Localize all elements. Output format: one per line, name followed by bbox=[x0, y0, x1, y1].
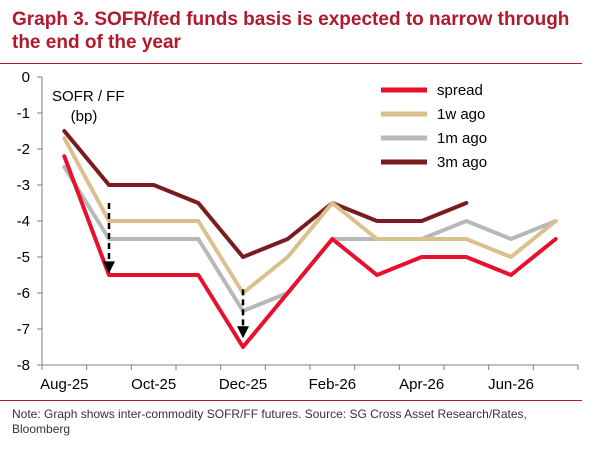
series-lines bbox=[62, 129, 558, 349]
y-tick-label: -6 bbox=[17, 285, 30, 302]
source-note: Note: Graph shows inter-commodity SOFR/F… bbox=[12, 407, 592, 437]
y-tick-label: -3 bbox=[17, 177, 30, 194]
sofr-ff-line-chart: 0 -1 -2 -3 -4 -5 -6 -7 -8 Aug-25 Oct-25 Dec-25 Feb-2… bbox=[17, 69, 579, 393]
x-tick-label: Apr-26 bbox=[399, 376, 444, 393]
y-axis-label: SOFR / FF (bp) bbox=[52, 88, 125, 125]
y-axis-label-line-1: SOFR / FF bbox=[52, 88, 125, 105]
series-line-spread bbox=[62, 154, 558, 349]
y-tick-label: -2 bbox=[17, 141, 30, 158]
footer-divider bbox=[0, 400, 582, 401]
x-tick-label: Jun-26 bbox=[488, 376, 534, 393]
chart-title: Graph 3. SOFR/fed funds basis is expecte… bbox=[12, 8, 602, 54]
source-note-line-1: Note: Graph shows inter-commodity SOFR/F… bbox=[12, 407, 527, 421]
y-tick-label: -1 bbox=[17, 105, 30, 122]
legend-label: 1m ago bbox=[437, 130, 487, 147]
legend-label: 3m ago bbox=[437, 154, 487, 171]
title-divider bbox=[0, 63, 582, 64]
series-line-3m-ago bbox=[62, 129, 469, 259]
chart-title-line-1: Graph 3. SOFR/fed funds basis is expecte… bbox=[12, 9, 570, 30]
series-line-1m-ago bbox=[62, 165, 558, 313]
x-tick-label: Oct-25 bbox=[131, 376, 176, 393]
y-tick-label: -8 bbox=[17, 357, 30, 374]
legend: spread 1w ago 1m ago 3m ago bbox=[370, 76, 520, 178]
x-tick-label: Aug-25 bbox=[40, 376, 88, 393]
arrow-head bbox=[103, 261, 115, 274]
y-tick-label: -5 bbox=[17, 249, 30, 266]
x-tick-label: Dec-25 bbox=[219, 376, 267, 393]
y-tick-label: -4 bbox=[17, 213, 30, 230]
legend-label: spread bbox=[437, 82, 483, 99]
y-axis-label-line-2: (bp) bbox=[71, 108, 98, 125]
arrow-head bbox=[237, 326, 249, 339]
series-line-1w-ago bbox=[62, 136, 558, 295]
annotation-arrows bbox=[103, 203, 249, 339]
axes: 0 -1 -2 -3 -4 -5 -6 -7 -8 Aug-25 Oct-25 Dec-25 Feb-2… bbox=[17, 69, 579, 393]
legend-label: 1w ago bbox=[437, 106, 485, 123]
x-tick-label: Feb-26 bbox=[309, 376, 357, 393]
source-note-line-2: Bloomberg bbox=[12, 422, 71, 436]
chart-title-line-2: the end of the year bbox=[12, 32, 181, 53]
y-tick-label: -7 bbox=[17, 321, 30, 338]
y-tick-label: 0 bbox=[22, 69, 30, 86]
